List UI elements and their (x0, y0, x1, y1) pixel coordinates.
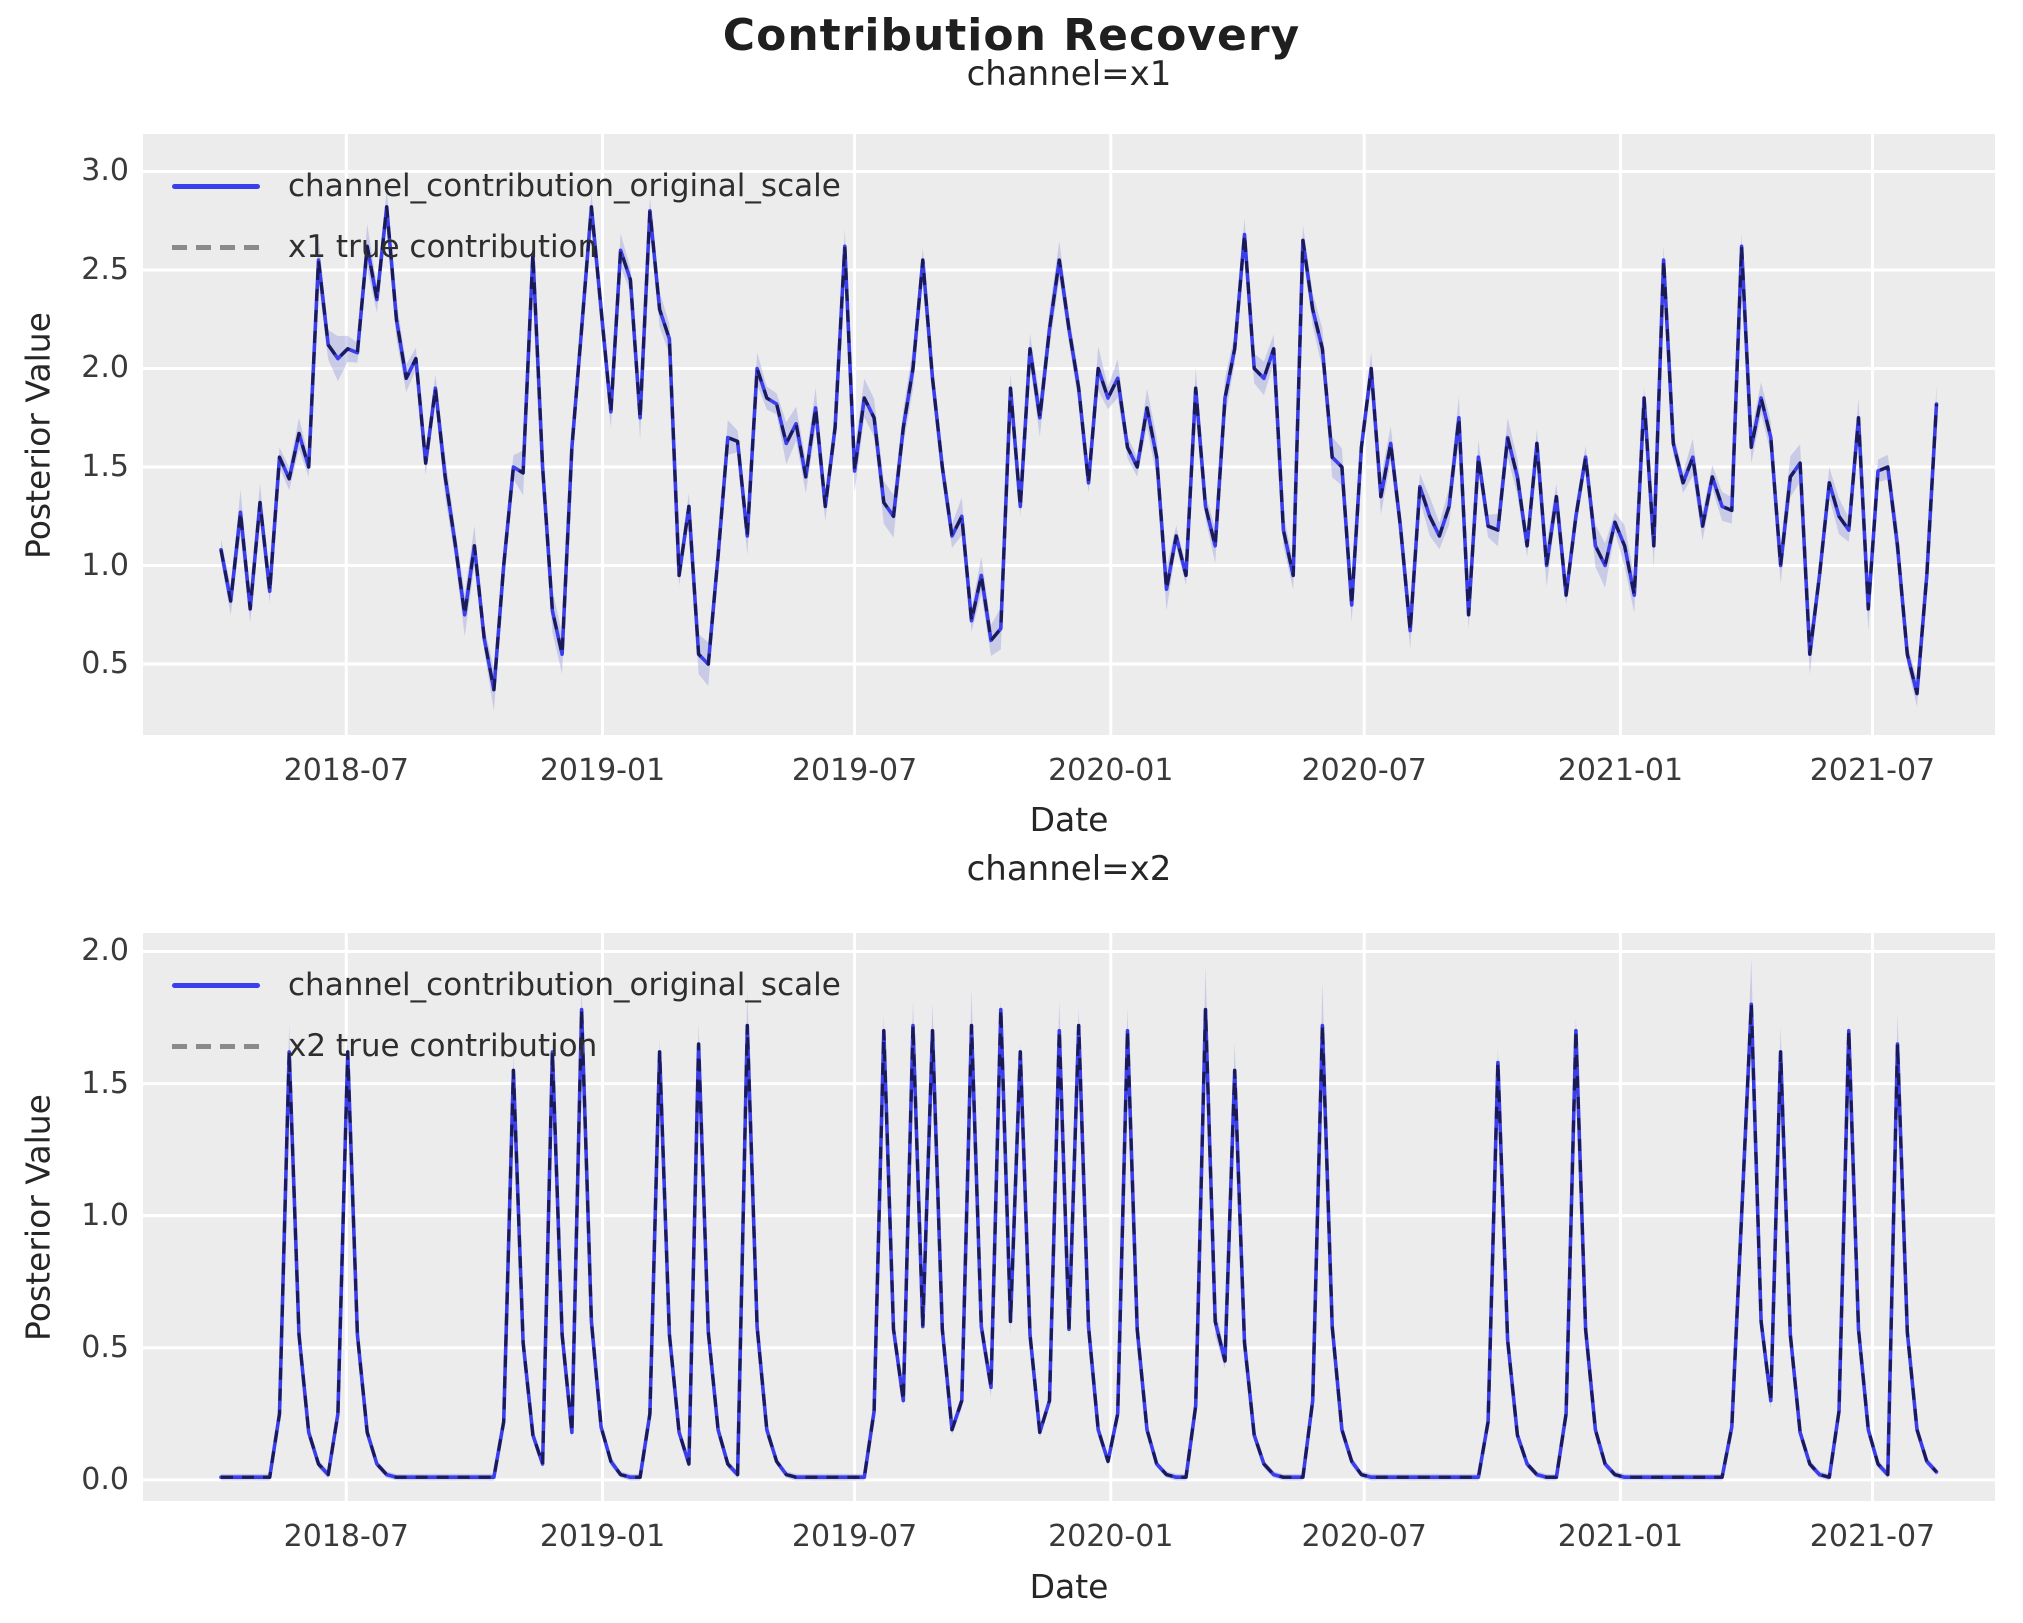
x-axis-label-bottom: Date (1029, 1567, 1109, 1606)
legend-solid-line-sample (172, 183, 260, 189)
legend-entry-true-top: x1 true contribution (172, 227, 597, 267)
y-tick-label: 0.5 (81, 646, 129, 682)
x-tick-label: 2018-07 (283, 753, 409, 788)
y-tick-label: 2.0 (81, 350, 129, 386)
x-tick-label: 2021-07 (1809, 1519, 1936, 1554)
legend-label: channel_contribution_original_scale (288, 967, 841, 1003)
legend-entry-posterior-bottom: channel_contribution_original_scale (172, 965, 841, 1005)
y-tick-label: 1.0 (81, 1197, 129, 1233)
legend-label: x1 true contribution (288, 229, 598, 265)
y-tick-label: 0.0 (81, 1461, 129, 1497)
subplot-title-x1: channel=x1 (966, 54, 1172, 94)
y-tick-label: 0.5 (81, 1329, 129, 1365)
x-tick-label: 2020-07 (1301, 753, 1427, 788)
legend-dashed-line-sample (172, 1043, 260, 1049)
y-tick-label: 3.0 (81, 153, 129, 189)
x-tick-label: 2018-07 (283, 1519, 409, 1554)
x-tick-label: 2019-01 (539, 1519, 666, 1554)
y-tick-label: 2.5 (81, 251, 129, 287)
legend-dashed-line-sample (172, 244, 260, 250)
x-tick-label: 2021-01 (1557, 753, 1684, 788)
x-tick-label: 2021-07 (1809, 753, 1936, 788)
x-tick-label: 2019-07 (791, 1519, 918, 1554)
y-tick-label: 1.5 (81, 1065, 129, 1101)
x-tick-label: 2019-01 (539, 753, 666, 788)
x-tick-label: 2020-07 (1301, 1519, 1427, 1554)
subplot-title-x2: channel=x2 (966, 849, 1172, 889)
x-tick-label: 2020-01 (1048, 1519, 1174, 1554)
x-axis-label-top: Date (1029, 800, 1109, 839)
legend-entry-true-bottom: x2 true contribution (172, 1026, 597, 1066)
legend-entry-posterior-top: channel_contribution_original_scale (172, 166, 841, 206)
x-tick-label: 2021-01 (1557, 1519, 1684, 1554)
figure-title: Contribution Recovery (722, 10, 1301, 61)
y-tick-label: 1.5 (81, 449, 129, 484)
y-tick-label: 1.0 (81, 547, 129, 583)
legend-label: x2 true contribution (288, 1028, 598, 1064)
y-tick-label: 2.0 (81, 933, 129, 969)
legend-label: channel_contribution_original_scale (288, 168, 841, 204)
x-tick-label: 2019-07 (791, 753, 918, 788)
legend-solid-line-sample (172, 982, 260, 988)
x-tick-label: 2020-01 (1048, 753, 1174, 788)
